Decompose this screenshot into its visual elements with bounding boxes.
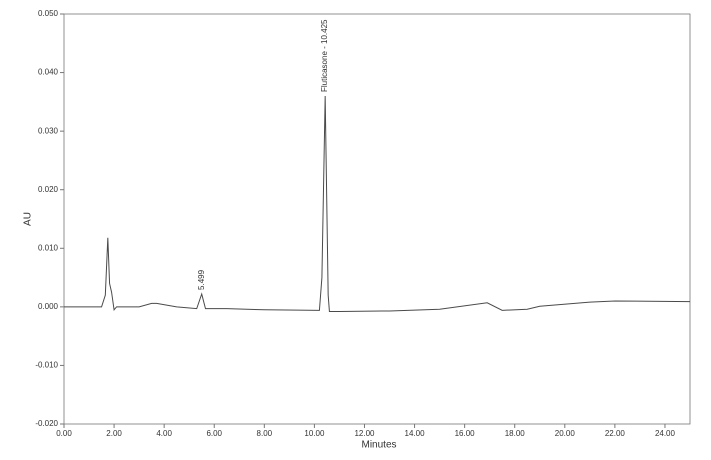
y-tick-label: -0.020 bbox=[35, 419, 58, 428]
x-tick-label: 16.00 bbox=[455, 429, 476, 438]
x-axis-title: Minutes bbox=[361, 440, 396, 451]
y-tick-label: -0.010 bbox=[35, 361, 58, 370]
y-tick-label: 0.010 bbox=[38, 243, 59, 252]
y-axis-title: AU bbox=[23, 212, 34, 226]
y-tick-label: 0.040 bbox=[38, 68, 59, 77]
x-tick-label: 20.00 bbox=[555, 429, 576, 438]
x-tick-label: 10.00 bbox=[304, 429, 325, 438]
chromatogram-trace bbox=[64, 95, 691, 313]
y-tick-label: 0.030 bbox=[38, 126, 59, 135]
x-tick-label: 2.00 bbox=[106, 429, 122, 438]
y-tick-label: 0.000 bbox=[38, 302, 59, 311]
y-tick-label: 0.050 bbox=[38, 9, 59, 18]
x-tick-label: 0.00 bbox=[56, 429, 72, 438]
y-tick-label: 0.020 bbox=[38, 185, 59, 194]
x-tick-label: 18.00 bbox=[505, 429, 526, 438]
x-tick-label: 6.00 bbox=[206, 429, 222, 438]
peak-label: Fluticasone - 10.425 bbox=[320, 19, 329, 92]
plot-frame bbox=[63, 13, 691, 425]
x-tick-label: 8.00 bbox=[257, 429, 273, 438]
x-tick-label: 12.00 bbox=[354, 429, 375, 438]
x-tick-label: 4.00 bbox=[156, 429, 172, 438]
x-tick-label: 24.00 bbox=[655, 429, 676, 438]
x-tick-label: 22.00 bbox=[605, 429, 626, 438]
peak-label: 5.499 bbox=[197, 269, 206, 290]
x-tick-label: 14.00 bbox=[405, 429, 426, 438]
